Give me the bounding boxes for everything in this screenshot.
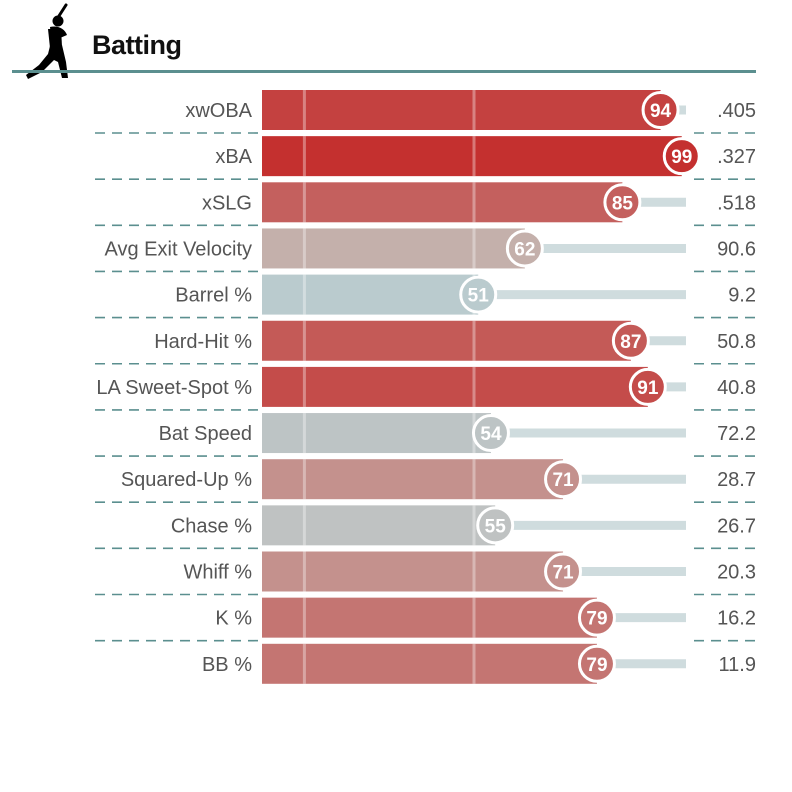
percentile-bar	[262, 90, 661, 130]
chart-title: Batting	[92, 30, 182, 60]
percentile-badge	[611, 321, 650, 360]
percentile-label: 79	[586, 655, 607, 676]
percentile-badge	[505, 229, 544, 268]
metric-label: Hard-Hit %	[154, 331, 252, 353]
metric-label: Squared-Up %	[121, 469, 252, 491]
percentile-bar	[262, 597, 597, 638]
metric-row: 85 xSLG .518	[95, 182, 756, 227]
percentile-label: 99	[671, 147, 692, 168]
percentile-badge	[544, 552, 583, 591]
percentile-badge	[577, 598, 616, 637]
percentile-label: 71	[552, 563, 574, 584]
stat-value: 50.8	[717, 331, 756, 353]
metric-label: Barrel %	[175, 285, 252, 307]
stat-value: 40.8	[717, 377, 756, 399]
metric-label: LA Sweet-Spot %	[96, 377, 252, 399]
stat-value: 90.6	[717, 238, 756, 260]
metric-row: 54 Bat Speed 72.2	[95, 413, 756, 457]
metric-label: Chase %	[171, 515, 252, 537]
metric-label: BB %	[202, 654, 252, 676]
metric-label: xwOBA	[185, 100, 252, 122]
metric-label: xBA	[215, 146, 252, 168]
header: Batting	[0, 0, 792, 80]
metric-label: Whiff %	[183, 562, 252, 584]
percentile-bar	[262, 643, 597, 684]
metric-row: 71 Squared-Up % 28.7	[95, 459, 756, 504]
metric-row: 62 Avg Exit Velocity 90.6	[95, 228, 756, 273]
stat-value: 20.3	[717, 562, 756, 584]
percentile-badge	[544, 460, 583, 499]
metric-label: Avg Exit Velocity	[105, 238, 252, 260]
percentile-bar	[262, 413, 491, 454]
metric-row: 94 xwOBA .405	[95, 90, 756, 134]
stat-value: 72.2	[717, 423, 756, 445]
percentile-bar	[262, 274, 479, 315]
metric-row: 79 BB % 11.9	[202, 643, 756, 684]
percentile-bar	[262, 136, 682, 177]
percentile-badge	[628, 367, 667, 406]
stat-value: 9.2	[728, 285, 756, 307]
stat-value: 26.7	[717, 515, 756, 537]
metric-row: 91 LA Sweet-Spot % 40.8	[95, 366, 756, 411]
percentile-bar	[262, 459, 564, 500]
percentile-bar	[262, 228, 525, 269]
header-divider	[12, 70, 756, 73]
stat-value: 11.9	[719, 654, 756, 676]
percentile-badge	[662, 137, 701, 176]
percentile-label: 87	[620, 332, 641, 353]
percentile-label: 79	[586, 609, 607, 630]
percentile-bar	[262, 320, 631, 361]
metric-row: 51 Barrel % 9.2	[95, 274, 756, 319]
percentile-label: 55	[485, 516, 507, 537]
percentile-label: 54	[480, 424, 502, 445]
metric-row: 55 Chase % 26.7	[95, 505, 756, 550]
metric-label: Bat Speed	[159, 423, 252, 445]
percentile-bar	[262, 182, 623, 223]
metric-row: 87 Hard-Hit % 50.8	[95, 320, 756, 365]
percentile-badge	[476, 506, 515, 545]
percentile-label: 71	[552, 470, 574, 491]
percentile-label: 51	[468, 286, 490, 307]
percentile-label: 94	[650, 101, 672, 122]
stat-value: .405	[717, 100, 756, 122]
percentile-bar	[262, 551, 564, 592]
percentile-badge	[641, 91, 680, 129]
stat-value: 16.2	[717, 608, 756, 630]
percentile-bar	[262, 505, 496, 546]
percentile-bar	[262, 366, 648, 407]
percentile-badge	[471, 414, 510, 453]
metric-row: 99 xBA .327	[95, 136, 756, 180]
stat-value: .518	[717, 192, 756, 214]
metric-label: xSLG	[202, 192, 252, 214]
metric-label: K %	[215, 608, 252, 630]
percentile-badge	[603, 183, 642, 222]
metric-row: 71 Whiff % 20.3	[95, 551, 756, 596]
percentile-badge	[459, 275, 498, 314]
percentile-label: 85	[612, 193, 634, 214]
percentile-badge	[577, 644, 616, 683]
metric-row: 79 K % 16.2	[95, 597, 756, 642]
percentile-label: 91	[637, 378, 659, 399]
stat-value: .327	[717, 146, 756, 168]
percentile-label: 62	[514, 239, 535, 260]
stat-value: 28.7	[717, 469, 756, 491]
